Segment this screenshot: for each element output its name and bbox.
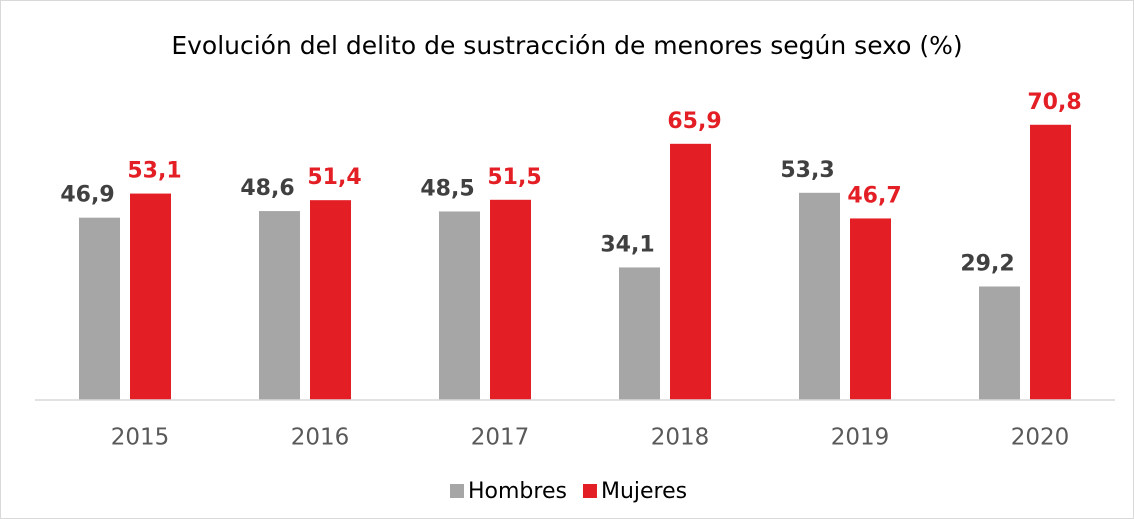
value-label: 51,4 [307, 165, 361, 190]
bar [1030, 124, 1071, 400]
bar [799, 192, 840, 400]
value-label: 48,6 [240, 176, 294, 201]
value-label: 65,9 [667, 109, 721, 134]
x-tick-label: 2015 [111, 425, 170, 451]
legend-label: Hombres [468, 479, 567, 504]
legend-label: Mujeres [601, 479, 687, 504]
value-label: 29,2 [960, 251, 1014, 276]
value-label: 34,1 [600, 232, 654, 257]
x-tick-label: 2017 [471, 425, 530, 451]
value-label: 53,3 [780, 158, 834, 183]
x-tick-label: 2016 [291, 425, 350, 451]
bar [79, 217, 120, 400]
value-label: 51,5 [487, 165, 541, 190]
x-tick-label: 2018 [651, 425, 710, 451]
bar [130, 193, 171, 400]
value-label: 53,1 [127, 159, 181, 184]
x-tick-label: 2020 [1011, 425, 1070, 451]
legend-swatch [450, 484, 464, 498]
bar [310, 200, 351, 400]
chart-title: Evolución del delito de sustracción de m… [171, 31, 962, 60]
bar [259, 211, 300, 400]
value-label: 46,9 [60, 183, 114, 208]
value-label: 48,5 [420, 176, 474, 201]
x-tick-label: 2019 [831, 425, 890, 451]
bar [490, 199, 531, 400]
value-label: 70,8 [1027, 90, 1081, 115]
bar [850, 218, 891, 400]
legend-swatch [582, 484, 597, 498]
bar [670, 143, 711, 400]
bar [979, 286, 1020, 400]
value-label: 46,7 [847, 183, 901, 208]
bar [439, 211, 480, 400]
bar [619, 267, 660, 400]
